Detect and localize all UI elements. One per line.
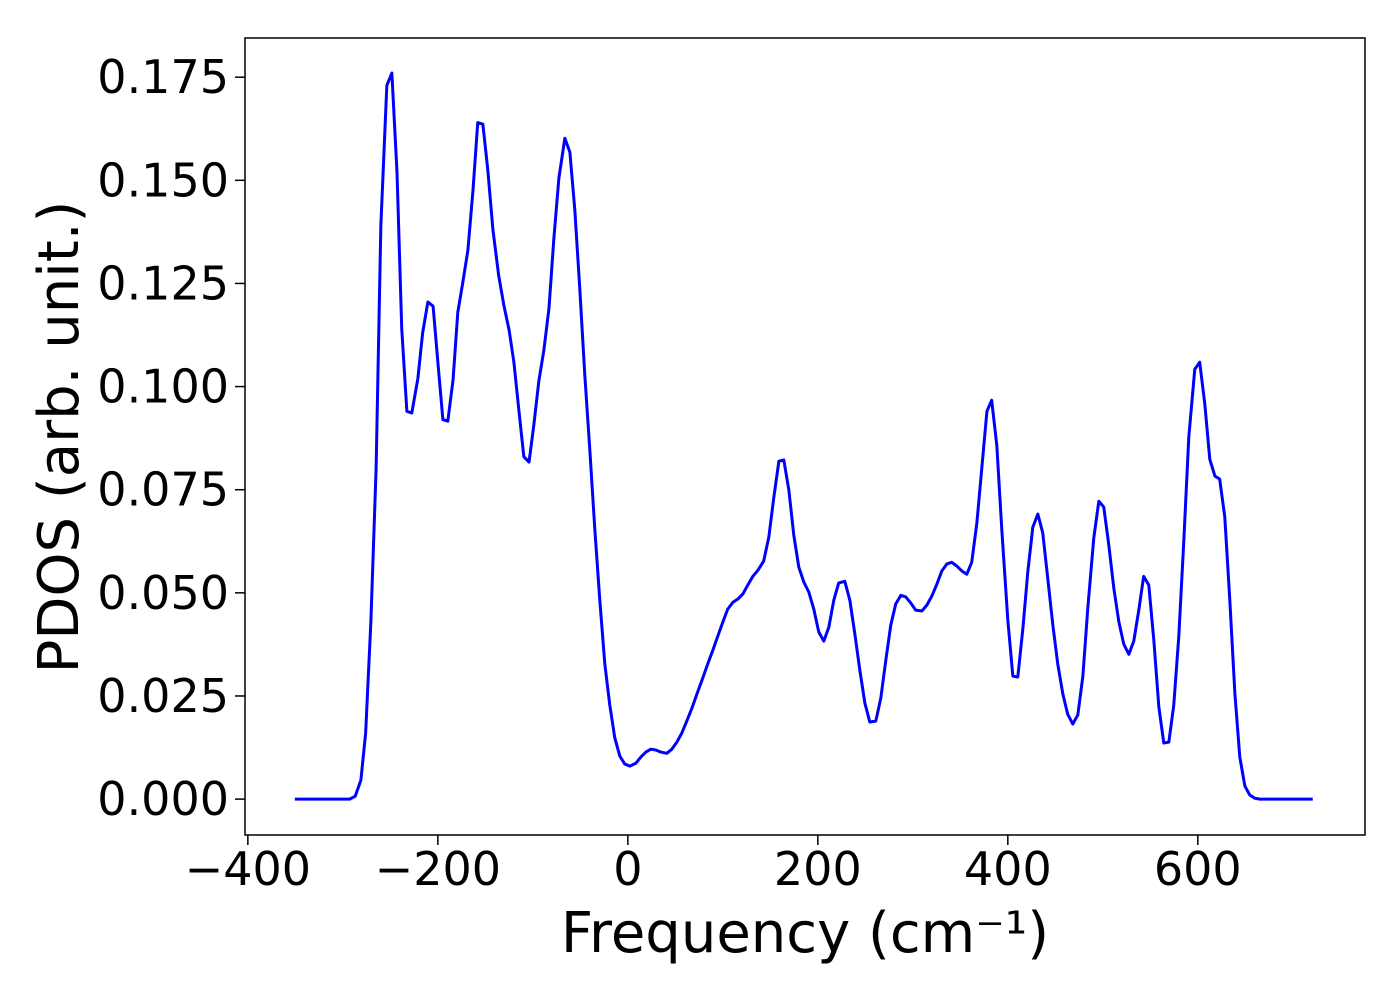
- y-tick-label: 0.100: [97, 360, 229, 414]
- data-line: [294, 71, 1313, 801]
- y-tick-label: 0.050: [97, 566, 229, 620]
- x-tick-label: −400: [185, 842, 311, 896]
- plot-frame: [244, 37, 1366, 836]
- y-tick-label: 0.125: [97, 256, 229, 310]
- x-tick-label: 200: [774, 842, 862, 896]
- y-tick-label: 0.150: [97, 153, 229, 207]
- y-axis-label: PDOS (arb. unit.): [27, 201, 92, 674]
- x-tick-label: 0: [613, 842, 642, 896]
- y-tick-label: 0.000: [97, 772, 229, 826]
- y-tick-label: 0.025: [97, 669, 229, 723]
- x-axis-label: Frequency (cm⁻¹): [561, 901, 1049, 966]
- x-tick-label: 400: [964, 842, 1052, 896]
- x-tick-label: 600: [1154, 842, 1242, 896]
- x-tick-label: −200: [375, 842, 501, 896]
- y-tick-label: 0.175: [97, 50, 229, 104]
- y-tick-label: 0.075: [97, 463, 229, 517]
